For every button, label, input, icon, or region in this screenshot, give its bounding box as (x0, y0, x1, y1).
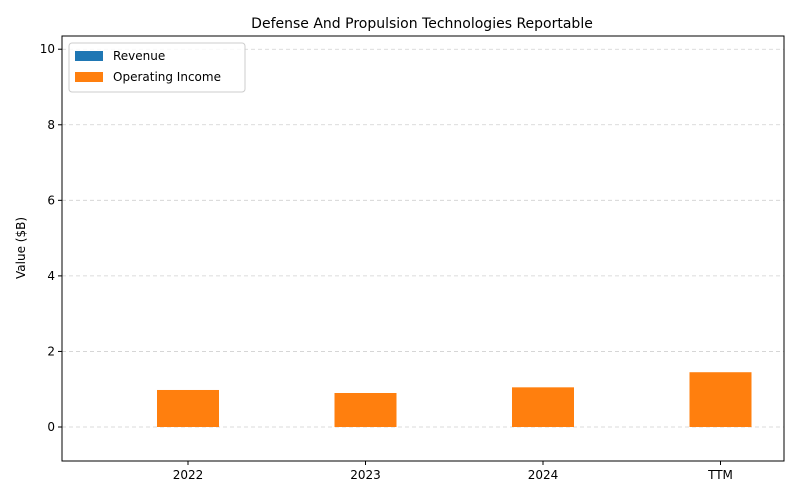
legend-box (68, 42, 246, 93)
legend-label-revenue: Revenue (113, 49, 165, 63)
y-tick-label: 0 (47, 420, 55, 434)
x-ticks: 2022 2023 2024 TTM (173, 461, 733, 482)
y-axis-label: Value ($B) (14, 217, 28, 279)
bar-operating-income (689, 372, 752, 427)
y-tick-label: 8 (47, 118, 55, 132)
legend: Revenue Operating Income (68, 42, 246, 93)
plot-frame (61, 35, 785, 462)
legend-swatch-operating-income (75, 72, 103, 82)
x-tick-label: 2023 (350, 468, 381, 482)
x-tick-label: TTM (707, 468, 733, 482)
y-tick-label: 6 (47, 193, 55, 207)
bar-operating-income (512, 387, 574, 427)
y-ticks: 0 2 4 6 8 10 (40, 42, 62, 434)
y-tick-label: 2 (47, 344, 55, 358)
bar-operating-income (334, 393, 397, 427)
y-tick-label: 4 (47, 269, 55, 283)
legend-swatch-revenue (75, 51, 103, 61)
y-tick-label: 10 (40, 42, 55, 56)
bars (157, 372, 752, 427)
chart-title: Defense And Propulsion Technologies Repo… (251, 16, 593, 32)
x-tick-label: 2024 (528, 468, 559, 482)
x-tick-label: 2022 (173, 468, 204, 482)
legend-label-operating-income: Operating Income (113, 70, 221, 84)
bar-operating-income (157, 389, 219, 427)
